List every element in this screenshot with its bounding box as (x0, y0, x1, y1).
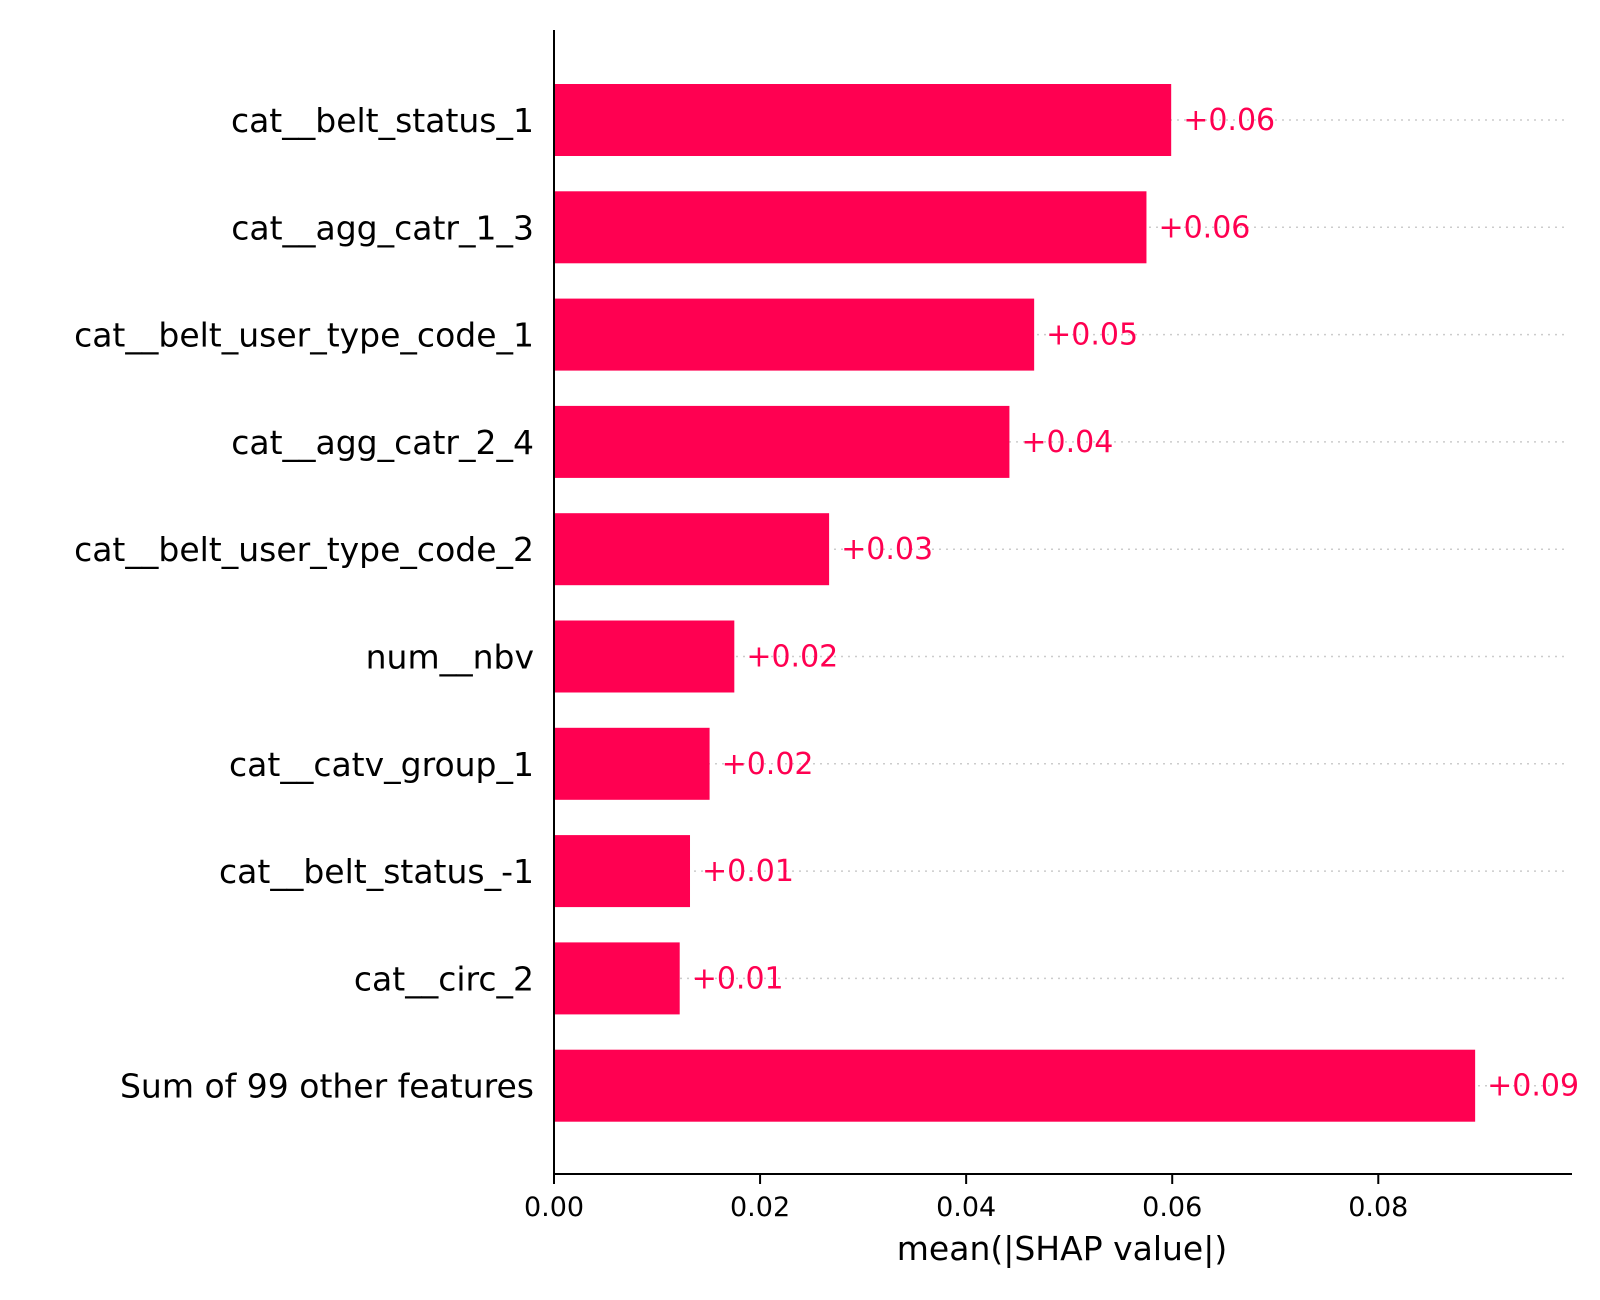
bar (554, 727, 710, 800)
feature-label: cat__belt_user_type_code_2 (74, 530, 534, 569)
bar-value-label: +0.06 (1158, 210, 1250, 245)
x-tick-label: 0.02 (730, 1192, 790, 1223)
bar (554, 835, 691, 908)
x-tick-label: 0.08 (1348, 1192, 1408, 1223)
feature-labels: cat__belt_status_1 cat__agg_catr_1_3 cat__… (74, 101, 534, 1106)
bar-value-label: +0.01 (692, 961, 784, 996)
bar (554, 191, 1147, 264)
feature-label: cat__agg_catr_2_4 (231, 423, 534, 462)
bar-value-label: +0.05 (1046, 318, 1138, 353)
feature-label: cat__belt_status_1 (231, 101, 534, 140)
feature-label: num__nbv (366, 638, 534, 677)
value-labels: +0.06 +0.06 +0.05 +0.04 +0.03 +0.02 +0.02 +0.01… (692, 103, 1579, 1104)
bar-value-label: +0.01 (702, 854, 794, 889)
bar (554, 84, 1172, 156)
bar-value-label: +0.06 (1183, 103, 1275, 138)
bar (554, 1049, 1476, 1122)
x-axis-label: mean(|SHAP value|) (897, 1229, 1227, 1268)
x-tick-label: 0.06 (1142, 1192, 1202, 1223)
feature-label: cat__belt_status_-1 (219, 852, 534, 891)
guide-lines (554, 119, 1568, 1087)
bar (554, 298, 1035, 371)
feature-label: Sum of 99 other features (120, 1067, 534, 1106)
bar-value-label: +0.02 (722, 747, 814, 782)
x-tick-label: 0.00 (524, 1192, 584, 1223)
feature-label: cat__belt_user_type_code_1 (74, 316, 534, 355)
feature-label: cat__catv_group_1 (229, 745, 534, 784)
bar-value-label: +0.09 (1487, 1069, 1579, 1104)
x-tick-label: 0.04 (936, 1192, 996, 1223)
bar (554, 405, 1010, 478)
bars (554, 84, 1476, 1122)
x-ticks: 0.00 0.02 0.04 0.06 0.08 (524, 1174, 1408, 1223)
feature-label: cat__agg_catr_1_3 (231, 208, 534, 247)
bar (554, 942, 680, 1015)
bar-value-label: +0.04 (1021, 425, 1113, 460)
bar (554, 513, 830, 586)
bar-value-label: +0.03 (841, 532, 933, 567)
bar-value-label: +0.02 (746, 640, 838, 675)
feature-label: cat__circ_2 (354, 959, 534, 998)
bar (554, 620, 735, 693)
